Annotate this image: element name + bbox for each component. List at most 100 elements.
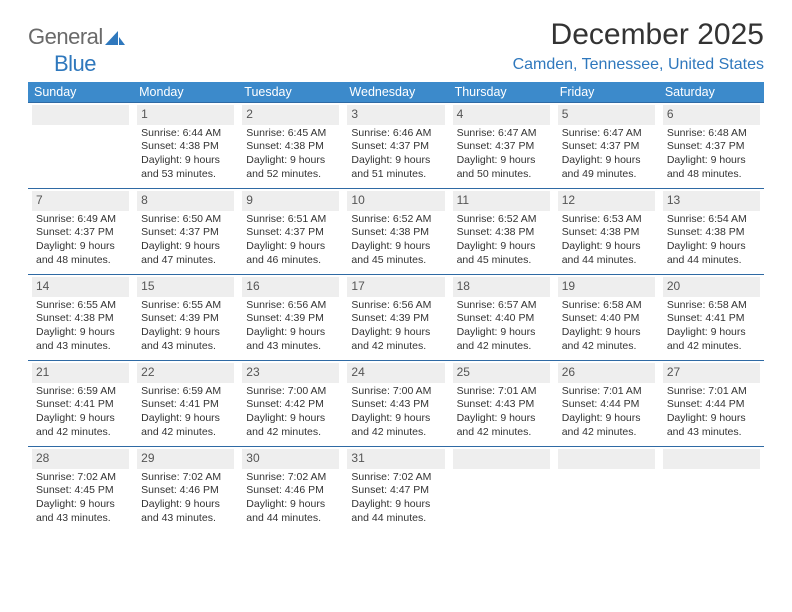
day-sunrise: Sunrise: 6:58 AM xyxy=(667,299,756,313)
calendar-cell-inner: 5Sunrise: 6:47 AMSunset: 4:37 PMDaylight… xyxy=(554,102,659,188)
calendar-cell-inner: 30Sunrise: 7:02 AMSunset: 4:46 PMDayligh… xyxy=(238,446,343,532)
day-sunset: Sunset: 4:44 PM xyxy=(667,398,756,412)
calendar-week-row: 28Sunrise: 7:02 AMSunset: 4:45 PMDayligh… xyxy=(28,446,764,532)
day-details: Sunrise: 6:47 AMSunset: 4:37 PMDaylight:… xyxy=(558,125,655,186)
day-number: 15 xyxy=(137,277,234,297)
day-day2: and 42 minutes. xyxy=(246,426,335,440)
calendar-cell xyxy=(449,446,554,532)
day-day1: Daylight: 9 hours xyxy=(667,154,756,168)
weekday-header: Friday xyxy=(554,82,659,102)
day-sunrise: Sunrise: 6:56 AM xyxy=(351,299,440,313)
day-sunrise: Sunrise: 7:00 AM xyxy=(246,385,335,399)
day-sunset: Sunset: 4:41 PM xyxy=(141,398,230,412)
day-details: Sunrise: 6:49 AMSunset: 4:37 PMDaylight:… xyxy=(32,211,129,272)
day-day1: Daylight: 9 hours xyxy=(36,326,125,340)
day-number: 1 xyxy=(137,105,234,125)
day-number: 5 xyxy=(558,105,655,125)
day-number: 19 xyxy=(558,277,655,297)
day-day1: Daylight: 9 hours xyxy=(36,498,125,512)
day-sunset: Sunset: 4:42 PM xyxy=(246,398,335,412)
day-day1: Daylight: 9 hours xyxy=(562,326,651,340)
page-subtitle: Camden, Tennessee, United States xyxy=(513,56,764,74)
calendar-cell-inner: 26Sunrise: 7:01 AMSunset: 4:44 PMDayligh… xyxy=(554,360,659,446)
day-number: 17 xyxy=(347,277,444,297)
weekday-header: Tuesday xyxy=(238,82,343,102)
day-day1: Daylight: 9 hours xyxy=(246,240,335,254)
day-sunset: Sunset: 4:37 PM xyxy=(141,226,230,240)
day-sunset: Sunset: 4:39 PM xyxy=(246,312,335,326)
day-number: 23 xyxy=(242,363,339,383)
day-details: Sunrise: 6:57 AMSunset: 4:40 PMDaylight:… xyxy=(453,297,550,358)
day-details xyxy=(32,125,129,129)
day-number: 30 xyxy=(242,449,339,469)
day-day1: Daylight: 9 hours xyxy=(562,412,651,426)
day-details: Sunrise: 6:56 AMSunset: 4:39 PMDaylight:… xyxy=(242,297,339,358)
calendar-cell: 24Sunrise: 7:00 AMSunset: 4:43 PMDayligh… xyxy=(343,360,448,446)
day-sunset: Sunset: 4:40 PM xyxy=(457,312,546,326)
calendar-week-row: 1Sunrise: 6:44 AMSunset: 4:38 PMDaylight… xyxy=(28,102,764,188)
calendar-cell-inner: 24Sunrise: 7:00 AMSunset: 4:43 PMDayligh… xyxy=(343,360,448,446)
day-sunrise: Sunrise: 6:52 AM xyxy=(457,213,546,227)
calendar-cell: 14Sunrise: 6:55 AMSunset: 4:38 PMDayligh… xyxy=(28,274,133,360)
calendar-cell-inner: 29Sunrise: 7:02 AMSunset: 4:46 PMDayligh… xyxy=(133,446,238,532)
day-day1: Daylight: 9 hours xyxy=(351,498,440,512)
calendar-cell-inner: 18Sunrise: 6:57 AMSunset: 4:40 PMDayligh… xyxy=(449,274,554,360)
day-number xyxy=(32,105,129,125)
day-details: Sunrise: 6:53 AMSunset: 4:38 PMDaylight:… xyxy=(558,211,655,272)
day-sunrise: Sunrise: 6:47 AM xyxy=(562,127,651,141)
day-sunrise: Sunrise: 6:56 AM xyxy=(246,299,335,313)
day-day2: and 44 minutes. xyxy=(351,512,440,526)
calendar-cell: 3Sunrise: 6:46 AMSunset: 4:37 PMDaylight… xyxy=(343,102,448,188)
calendar-cell: 11Sunrise: 6:52 AMSunset: 4:38 PMDayligh… xyxy=(449,188,554,274)
day-sunset: Sunset: 4:43 PM xyxy=(457,398,546,412)
calendar-cell-inner: 11Sunrise: 6:52 AMSunset: 4:38 PMDayligh… xyxy=(449,188,554,274)
calendar-cell-inner: 6Sunrise: 6:48 AMSunset: 4:37 PMDaylight… xyxy=(659,102,764,188)
day-day2: and 42 minutes. xyxy=(36,426,125,440)
day-details xyxy=(453,469,550,473)
day-day2: and 43 minutes. xyxy=(246,340,335,354)
calendar-cell-inner: 13Sunrise: 6:54 AMSunset: 4:38 PMDayligh… xyxy=(659,188,764,274)
day-day1: Daylight: 9 hours xyxy=(246,326,335,340)
calendar-cell-inner xyxy=(28,102,133,188)
brand-name: General Blue xyxy=(28,24,125,76)
calendar-cell-inner xyxy=(554,446,659,532)
title-block: December 2025 Camden, Tennessee, United … xyxy=(513,18,764,82)
day-details: Sunrise: 6:55 AMSunset: 4:38 PMDaylight:… xyxy=(32,297,129,358)
sail-icon xyxy=(105,25,125,51)
day-sunrise: Sunrise: 7:02 AM xyxy=(141,471,230,485)
day-sunrise: Sunrise: 7:01 AM xyxy=(457,385,546,399)
calendar-cell: 23Sunrise: 7:00 AMSunset: 4:42 PMDayligh… xyxy=(238,360,343,446)
day-sunrise: Sunrise: 6:46 AM xyxy=(351,127,440,141)
day-day2: and 46 minutes. xyxy=(246,254,335,268)
calendar-week-row: 7Sunrise: 6:49 AMSunset: 4:37 PMDaylight… xyxy=(28,188,764,274)
day-day1: Daylight: 9 hours xyxy=(141,240,230,254)
day-sunrise: Sunrise: 6:57 AM xyxy=(457,299,546,313)
page-title: December 2025 xyxy=(513,18,764,52)
day-day2: and 48 minutes. xyxy=(36,254,125,268)
day-sunset: Sunset: 4:38 PM xyxy=(457,226,546,240)
calendar-cell-inner: 17Sunrise: 6:56 AMSunset: 4:39 PMDayligh… xyxy=(343,274,448,360)
calendar-table: Sunday Monday Tuesday Wednesday Thursday… xyxy=(28,82,764,532)
day-day2: and 49 minutes. xyxy=(562,168,651,182)
calendar-cell: 18Sunrise: 6:57 AMSunset: 4:40 PMDayligh… xyxy=(449,274,554,360)
calendar-cell-inner: 14Sunrise: 6:55 AMSunset: 4:38 PMDayligh… xyxy=(28,274,133,360)
calendar-cell-inner: 9Sunrise: 6:51 AMSunset: 4:37 PMDaylight… xyxy=(238,188,343,274)
day-details: Sunrise: 6:56 AMSunset: 4:39 PMDaylight:… xyxy=(347,297,444,358)
day-sunset: Sunset: 4:46 PM xyxy=(141,484,230,498)
day-day2: and 42 minutes. xyxy=(351,426,440,440)
day-day2: and 44 minutes. xyxy=(562,254,651,268)
day-sunset: Sunset: 4:37 PM xyxy=(246,226,335,240)
day-sunrise: Sunrise: 7:01 AM xyxy=(667,385,756,399)
day-day2: and 43 minutes. xyxy=(36,340,125,354)
day-day2: and 42 minutes. xyxy=(667,340,756,354)
day-day1: Daylight: 9 hours xyxy=(36,412,125,426)
day-sunset: Sunset: 4:39 PM xyxy=(141,312,230,326)
calendar-cell: 20Sunrise: 6:58 AMSunset: 4:41 PMDayligh… xyxy=(659,274,764,360)
day-sunset: Sunset: 4:43 PM xyxy=(351,398,440,412)
day-number: 31 xyxy=(347,449,444,469)
day-number xyxy=(663,449,760,469)
day-number: 13 xyxy=(663,191,760,211)
day-day2: and 50 minutes. xyxy=(457,168,546,182)
day-number: 18 xyxy=(453,277,550,297)
day-sunrise: Sunrise: 6:55 AM xyxy=(141,299,230,313)
